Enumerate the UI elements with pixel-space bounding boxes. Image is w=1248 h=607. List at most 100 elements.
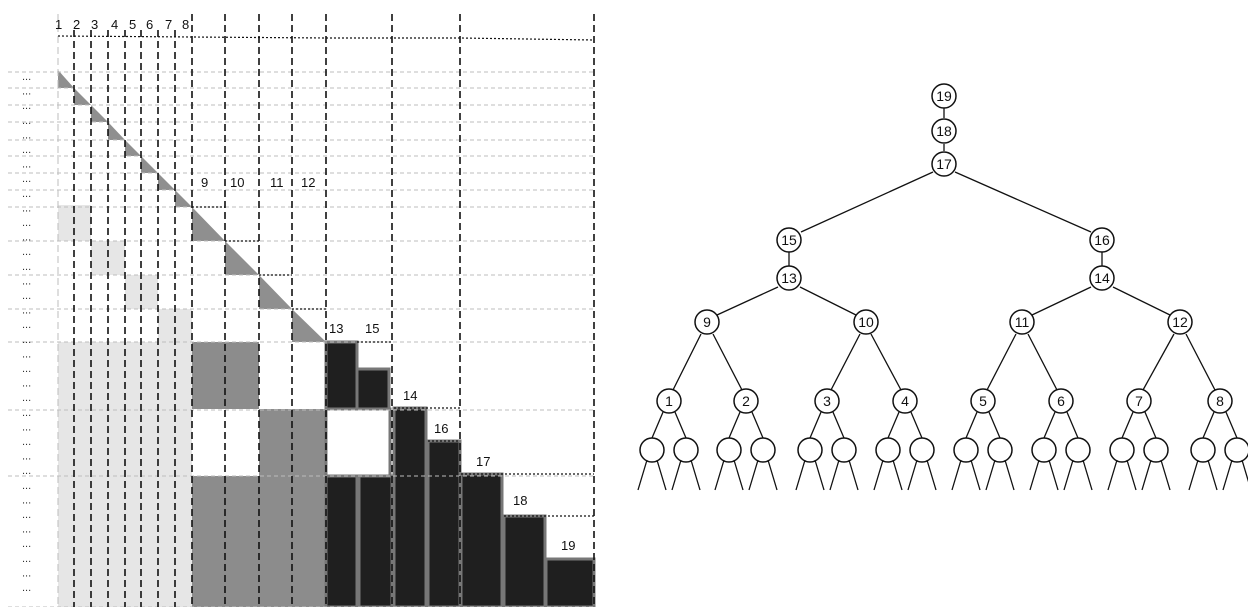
row-ellipsis: ... bbox=[22, 524, 31, 536]
col-label-1: 1 bbox=[55, 17, 62, 32]
block-label-9: 9 bbox=[201, 175, 208, 190]
leaf-leg bbox=[795, 459, 806, 491]
leaf-leg bbox=[892, 459, 903, 491]
block-label-13: 13 bbox=[329, 321, 343, 336]
row-ellipsis: ... bbox=[22, 363, 31, 375]
leaf-leg bbox=[1207, 459, 1218, 491]
leaf-leg bbox=[1082, 459, 1093, 491]
row-ellipsis: ... bbox=[22, 465, 31, 477]
svg-text:6: 6 bbox=[1057, 393, 1065, 409]
row-ellipsis: ... bbox=[22, 188, 31, 200]
leaf-node bbox=[639, 437, 665, 463]
leaf-leg bbox=[907, 459, 918, 491]
leaf-leg bbox=[1063, 459, 1074, 491]
mid-gray-blocks bbox=[192, 342, 326, 607]
row-ellipsis: ... bbox=[22, 144, 31, 156]
leaf-node bbox=[797, 437, 823, 463]
col-label-5: 5 bbox=[129, 17, 136, 32]
leaf-leg bbox=[873, 459, 884, 491]
col-label-7: 7 bbox=[165, 17, 172, 32]
row-ellipsis: ... bbox=[22, 71, 31, 83]
leaf-node bbox=[1224, 437, 1248, 463]
row-ellipsis: ... bbox=[22, 348, 31, 360]
leaf-node bbox=[953, 437, 979, 463]
top-labels: 1 2 3 4 5 6 7 8 bbox=[55, 17, 189, 32]
tree-edge bbox=[651, 411, 664, 439]
svg-text:1: 1 bbox=[665, 393, 673, 409]
top-boundary bbox=[57, 35, 595, 41]
col-label-3: 3 bbox=[91, 17, 98, 32]
leaf-leg bbox=[951, 459, 962, 491]
block-label-16: 16 bbox=[434, 421, 448, 436]
svg-text:4: 4 bbox=[901, 393, 909, 409]
block-label-17: 17 bbox=[476, 454, 490, 469]
row-ellipsis: ... bbox=[22, 129, 31, 141]
tree-node-12: 12 bbox=[1167, 309, 1193, 335]
tree-node-17: 17 bbox=[931, 151, 957, 177]
leaf-node bbox=[673, 437, 699, 463]
row-ellipsis: ... bbox=[22, 115, 31, 127]
leaf-leg bbox=[1126, 459, 1137, 491]
tree-edge bbox=[910, 411, 923, 439]
row-ellipsis: ... bbox=[22, 480, 31, 492]
leaf-node bbox=[716, 437, 742, 463]
block-label-19: 19 bbox=[561, 538, 575, 553]
svg-text:18: 18 bbox=[936, 123, 952, 139]
leaf-leg bbox=[829, 459, 840, 491]
svg-text:15: 15 bbox=[781, 232, 797, 248]
row-ellipsis: ... bbox=[22, 334, 31, 346]
tree-edge bbox=[1066, 411, 1079, 439]
leaf-node bbox=[987, 437, 1013, 463]
leaf-leg bbox=[985, 459, 996, 491]
row-ellipsis: ... bbox=[22, 246, 31, 258]
tree-node-3: 3 bbox=[814, 388, 840, 414]
tree-edge bbox=[1121, 411, 1134, 439]
leaf-node bbox=[1031, 437, 1057, 463]
tree-node-7: 7 bbox=[1126, 388, 1152, 414]
tree-edge bbox=[887, 411, 900, 439]
svg-text:9: 9 bbox=[703, 314, 711, 330]
leaf-leg bbox=[1107, 459, 1118, 491]
row-ellipsis: ... bbox=[22, 86, 31, 98]
tree-edge bbox=[1043, 411, 1056, 439]
row-ellipsis: ... bbox=[22, 217, 31, 229]
svg-text:16: 16 bbox=[1094, 232, 1110, 248]
tree-node-13: 13 bbox=[776, 265, 802, 291]
tree-edges bbox=[672, 108, 1216, 391]
tree-node-11: 11 bbox=[1009, 309, 1035, 335]
block-label-12: 12 bbox=[301, 175, 315, 190]
svg-text:8: 8 bbox=[1216, 393, 1224, 409]
tree-edge bbox=[832, 411, 845, 439]
row-ellipsis: ... bbox=[22, 275, 31, 287]
row-ellipsis: ... bbox=[22, 567, 31, 579]
leaf-node bbox=[1109, 437, 1135, 463]
leaf-leg bbox=[970, 459, 981, 491]
tree-node-10: 10 bbox=[853, 309, 879, 335]
leaf-leg bbox=[671, 459, 682, 491]
tree-node-19: 19 bbox=[931, 83, 957, 109]
svg-text:17: 17 bbox=[936, 156, 952, 172]
row-ellipsis: ... bbox=[22, 173, 31, 185]
tree-node-4: 4 bbox=[892, 388, 918, 414]
row-ellipsis: ... bbox=[22, 392, 31, 404]
tree-edge bbox=[1144, 411, 1157, 439]
svg-text:14: 14 bbox=[1094, 270, 1110, 286]
tree-node-15: 15 bbox=[776, 227, 802, 253]
leaf-leg bbox=[848, 459, 859, 491]
tree-node-6: 6 bbox=[1048, 388, 1074, 414]
leaf-leg bbox=[1160, 459, 1171, 491]
leaf-leg bbox=[1222, 459, 1233, 491]
leaf-node bbox=[750, 437, 776, 463]
row-markers: ........................................… bbox=[22, 71, 31, 594]
leaf-leg bbox=[656, 459, 667, 491]
block-label-15: 15 bbox=[365, 321, 379, 336]
tree-nodes: 19 18 17 15 16 13 bbox=[656, 83, 1233, 414]
svg-text:10: 10 bbox=[858, 314, 874, 330]
col-label-4: 4 bbox=[111, 17, 118, 32]
leaf-leg bbox=[1004, 459, 1015, 491]
row-ellipsis: ... bbox=[22, 100, 31, 112]
row-ellipsis: ... bbox=[22, 232, 31, 244]
leaf-leg bbox=[1048, 459, 1059, 491]
row-ellipsis: ... bbox=[22, 582, 31, 594]
svg-text:5: 5 bbox=[979, 393, 987, 409]
